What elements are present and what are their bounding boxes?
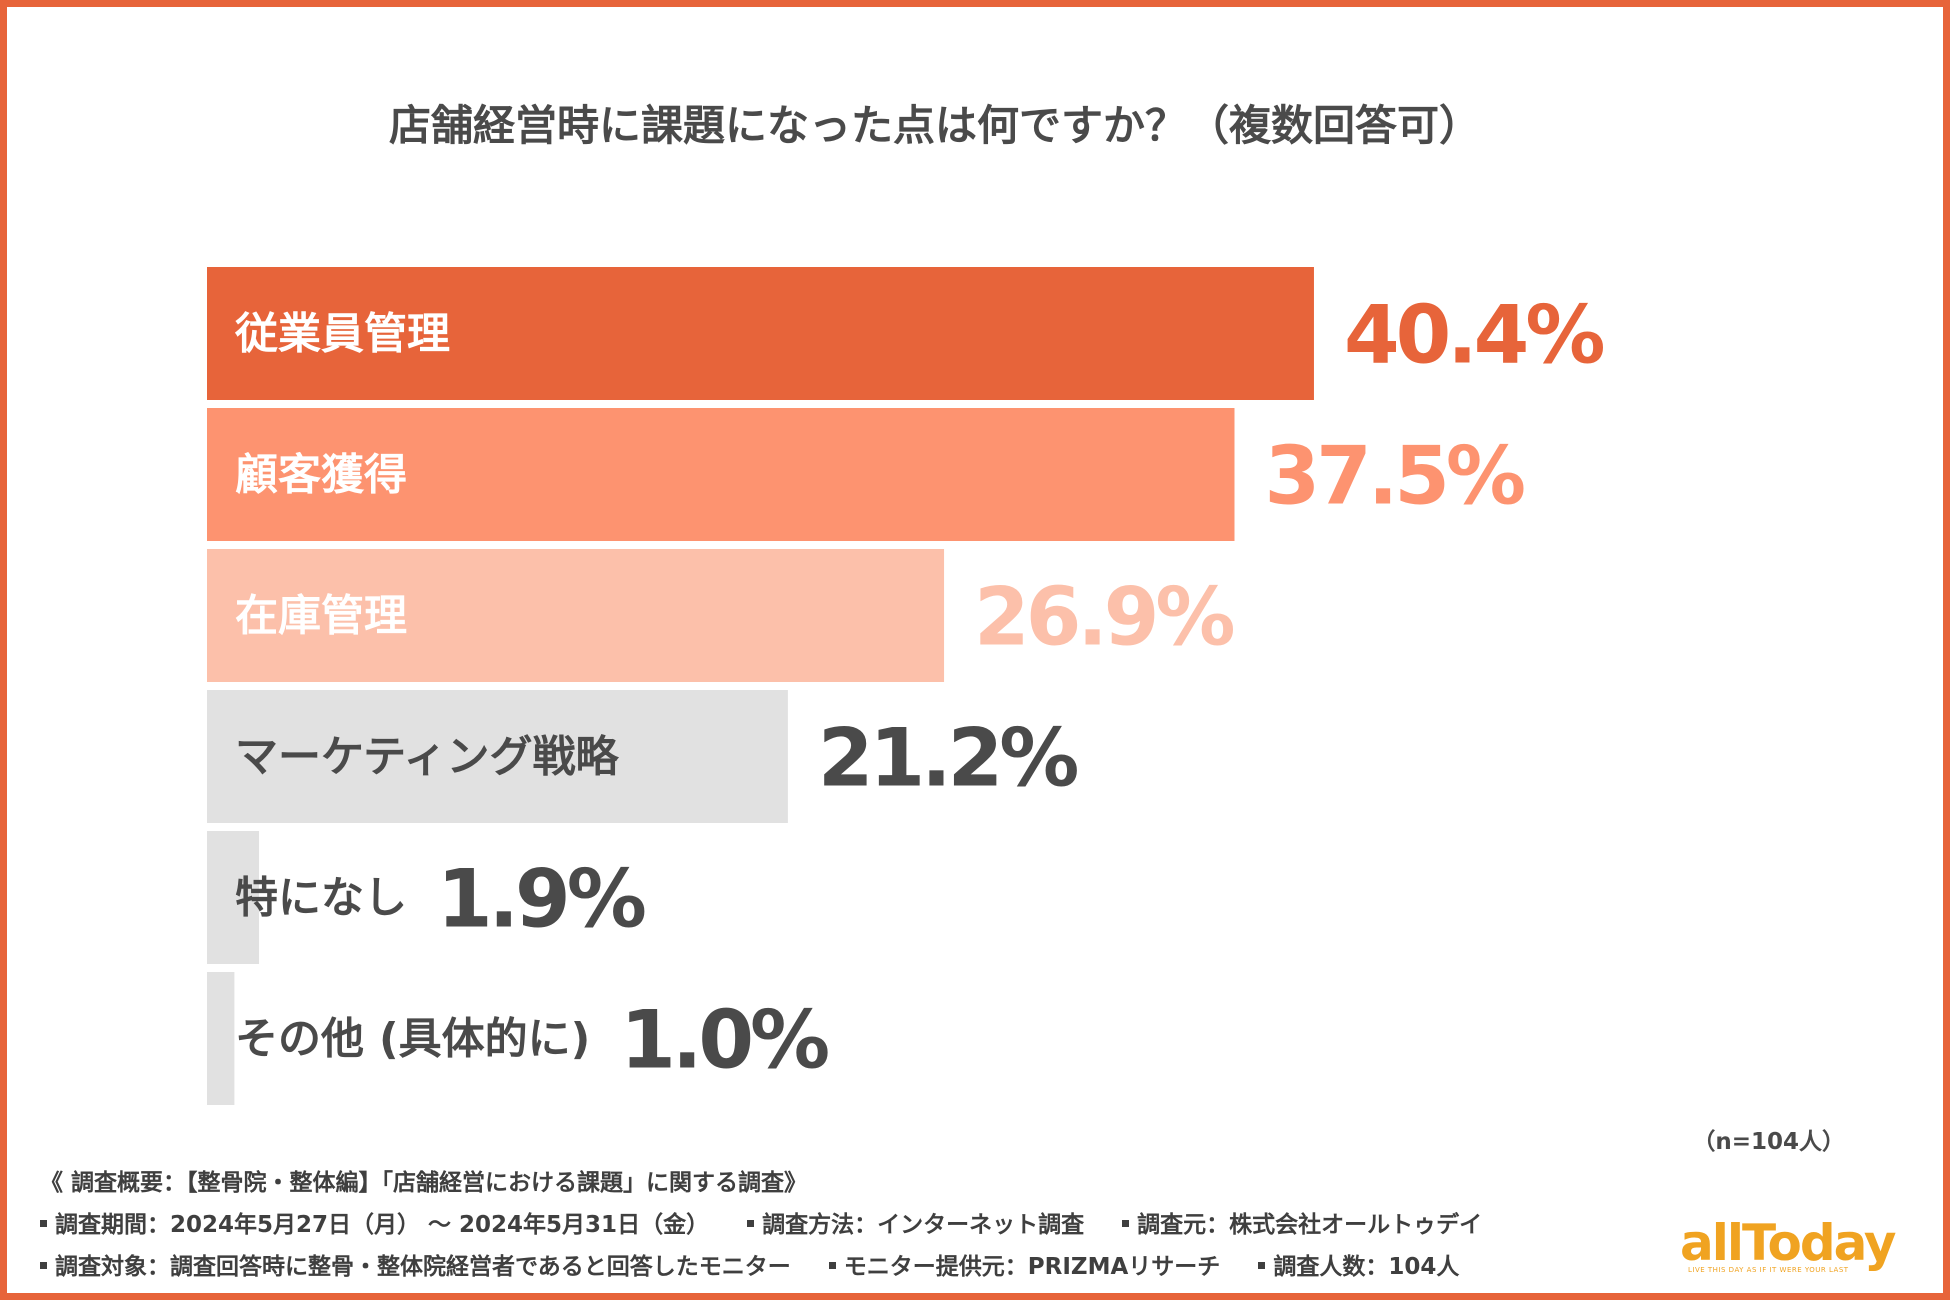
category-label-4: マーケティング戦略 xyxy=(235,733,620,783)
bar-3 xyxy=(207,549,945,682)
logo-wordmark: allToday xyxy=(1680,1214,1896,1272)
survey-line-2: 調査対象：調査回答時に整骨・整体院経営者であると回答したモニター モニター提供元… xyxy=(40,1246,1680,1288)
bar-4 xyxy=(207,690,788,823)
chart-title: 店舗経営時に課題になった点は何ですか？（複数回答可） xyxy=(388,101,1481,150)
survey-method: 調査方法：インターネット調査 xyxy=(747,1212,1084,1238)
survey-period: 調査期間：2024年5月27日（月） 〜 2024年5月31日（金） xyxy=(40,1212,709,1238)
alltoday-logo: allToday LIVE THIS DAY AS IF IT WERE YOU… xyxy=(1680,1218,1920,1278)
value-label-2: 37.5% xyxy=(1265,430,1524,523)
category-label-3: 在庫管理 xyxy=(235,592,407,642)
category-label-1: 従業員管理 xyxy=(234,310,450,360)
bar-2 xyxy=(207,408,1235,541)
bar-6 xyxy=(207,972,235,1105)
bullet-icon xyxy=(828,1262,836,1269)
value-label-3: 26.9% xyxy=(974,571,1233,664)
survey-count: 調査人数：104人 xyxy=(1258,1254,1459,1280)
survey-target: 調査対象：調査回答時に整骨・整体院経営者であると回答したモニター xyxy=(40,1254,791,1280)
bar-1 xyxy=(207,267,1314,400)
sample-size-note: （n=104人） xyxy=(1692,1129,1845,1155)
survey-provider: モニター提供元：PRIZMAリサーチ xyxy=(828,1254,1220,1280)
value-label-5: 1.9% xyxy=(437,853,645,946)
category-label-2: 顧客獲得 xyxy=(235,451,407,501)
bullet-icon xyxy=(40,1262,47,1269)
value-label-6: 1.0% xyxy=(620,994,828,1087)
logo-tagline: LIVE THIS DAY AS IF IT WERE YOUR LAST xyxy=(1688,1266,1849,1274)
survey-title: 《 調査概要：【整骨院・整体編】「店舗経営における課題」に関する調査》 xyxy=(40,1170,808,1196)
bullet-icon xyxy=(1122,1220,1130,1227)
bullet-icon xyxy=(1258,1262,1266,1269)
bar-5 xyxy=(207,831,260,964)
category-label-5: 特になし xyxy=(235,874,407,924)
survey-summary: 《 調査概要：【整骨院・整体編】「店舗経営における課題」に関する調査》 調査期間… xyxy=(40,1162,1680,1288)
category-label-6: その他 (具体的に) xyxy=(235,1015,590,1065)
survey-line-1: 調査期間：2024年5月27日（月） 〜 2024年5月31日（金） 調査方法：… xyxy=(40,1204,1680,1246)
bullet-icon xyxy=(40,1220,47,1227)
bullet-icon xyxy=(747,1220,755,1227)
survey-source: 調査元：株式会社オールトゥデイ xyxy=(1122,1212,1482,1238)
value-label-4: 21.2% xyxy=(818,712,1077,805)
value-label-1: 40.4% xyxy=(1344,289,1603,382)
